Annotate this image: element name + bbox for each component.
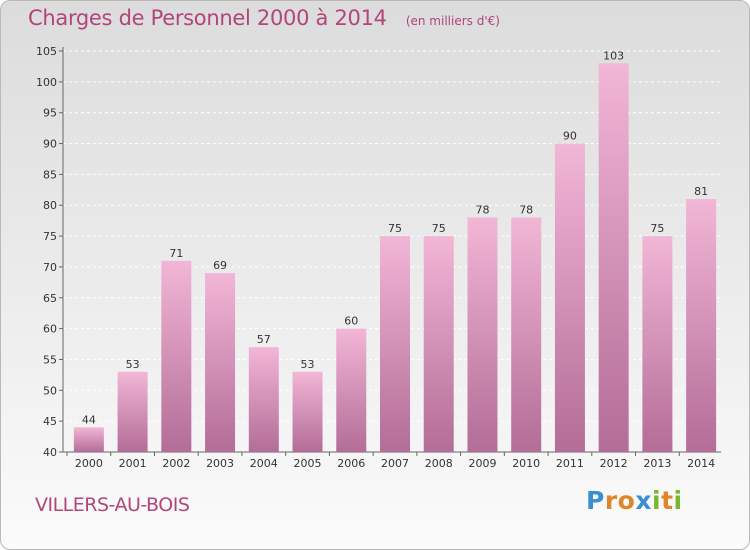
- bar-value-label: 75: [388, 222, 402, 235]
- x-tick-label: 2009: [468, 457, 496, 470]
- logo-letter: P: [586, 486, 605, 515]
- bar-value-label: 78: [519, 204, 533, 217]
- logo-letter: x: [635, 486, 652, 515]
- place-name: VILLERS-AU-BOIS: [35, 494, 190, 516]
- bar: [642, 236, 673, 452]
- x-tick-label: 2013: [643, 457, 671, 470]
- chart-subtitle: (en milliers d'€): [405, 14, 500, 28]
- bar-value-label: 69: [213, 259, 227, 272]
- bar-value-label: 53: [301, 358, 315, 371]
- y-tick-label: 60: [43, 323, 57, 336]
- x-tick-label: 2003: [206, 457, 234, 470]
- title-row: Charges de Personnel 2000 à 2014 (en mil…: [28, 6, 500, 30]
- x-tick-label: 2000: [75, 457, 103, 470]
- bar: [117, 371, 148, 452]
- x-tick-label: 2004: [250, 457, 278, 470]
- bar: [511, 217, 542, 452]
- bar: [686, 199, 717, 452]
- logo-letter: i: [652, 486, 662, 515]
- logo-letter: r: [604, 486, 618, 515]
- bar-value-label: 44: [82, 413, 96, 426]
- x-tick-label: 2011: [556, 457, 584, 470]
- y-tick-label: 80: [43, 199, 57, 212]
- x-tick-label: 2007: [381, 457, 409, 470]
- bar: [161, 260, 192, 452]
- logo-letter: t: [661, 486, 674, 515]
- y-tick-label: 105: [36, 45, 57, 58]
- bar-value-label: 53: [126, 358, 140, 371]
- bar: [467, 217, 498, 452]
- y-tick-label: 100: [36, 76, 57, 89]
- bar: [380, 236, 410, 452]
- chart-title: Charges de Personnel 2000 à 2014: [28, 6, 387, 30]
- bar: [73, 427, 104, 452]
- bar: [554, 143, 585, 453]
- bar: [292, 371, 323, 452]
- bar: [205, 273, 236, 452]
- y-tick-label: 65: [43, 292, 57, 305]
- bar-value-label: 57: [257, 333, 271, 346]
- bar-value-label: 81: [694, 185, 708, 198]
- bar: [336, 328, 367, 452]
- bar-value-label: 78: [475, 204, 489, 217]
- bar-value-label: 75: [650, 222, 664, 235]
- logo-letter: i: [673, 486, 683, 515]
- x-tick-label: 2012: [600, 457, 628, 470]
- y-tick-label: 45: [43, 415, 57, 428]
- bar: [248, 347, 279, 452]
- bar: [423, 236, 454, 452]
- x-tick-label: 2008: [425, 457, 453, 470]
- y-tick-label: 95: [43, 107, 57, 120]
- bars: [73, 63, 717, 453]
- bar-value-label: 103: [603, 49, 624, 62]
- bar: [598, 63, 629, 452]
- logo-letter: o: [617, 486, 636, 515]
- labels: 40 45 50 55 60 65 70 75 80 85 90 95 100 105 44 2000 53 20…: [36, 45, 715, 470]
- y-tick-label: 90: [43, 138, 57, 151]
- x-tick-label: 2001: [119, 457, 147, 470]
- proxiti-logo: Proxiti: [586, 486, 683, 515]
- y-tick-label: 50: [43, 384, 57, 397]
- x-tick-label: 2002: [162, 457, 190, 470]
- y-tick-label: 55: [43, 353, 57, 366]
- bar-value-label: 71: [169, 247, 183, 260]
- x-tick-label: 2014: [687, 457, 715, 470]
- y-tick-label: 70: [43, 261, 57, 274]
- x-tick-label: 2010: [512, 457, 540, 470]
- bar-value-label: 75: [432, 222, 446, 235]
- x-tick-label: 2006: [337, 457, 365, 470]
- y-tick-label: 40: [43, 446, 57, 459]
- y-tick-label: 85: [43, 168, 57, 181]
- bar-value-label: 90: [563, 130, 577, 143]
- bar-value-label: 60: [344, 315, 358, 328]
- x-tick-label: 2005: [294, 457, 322, 470]
- y-tick-label: 75: [43, 230, 57, 243]
